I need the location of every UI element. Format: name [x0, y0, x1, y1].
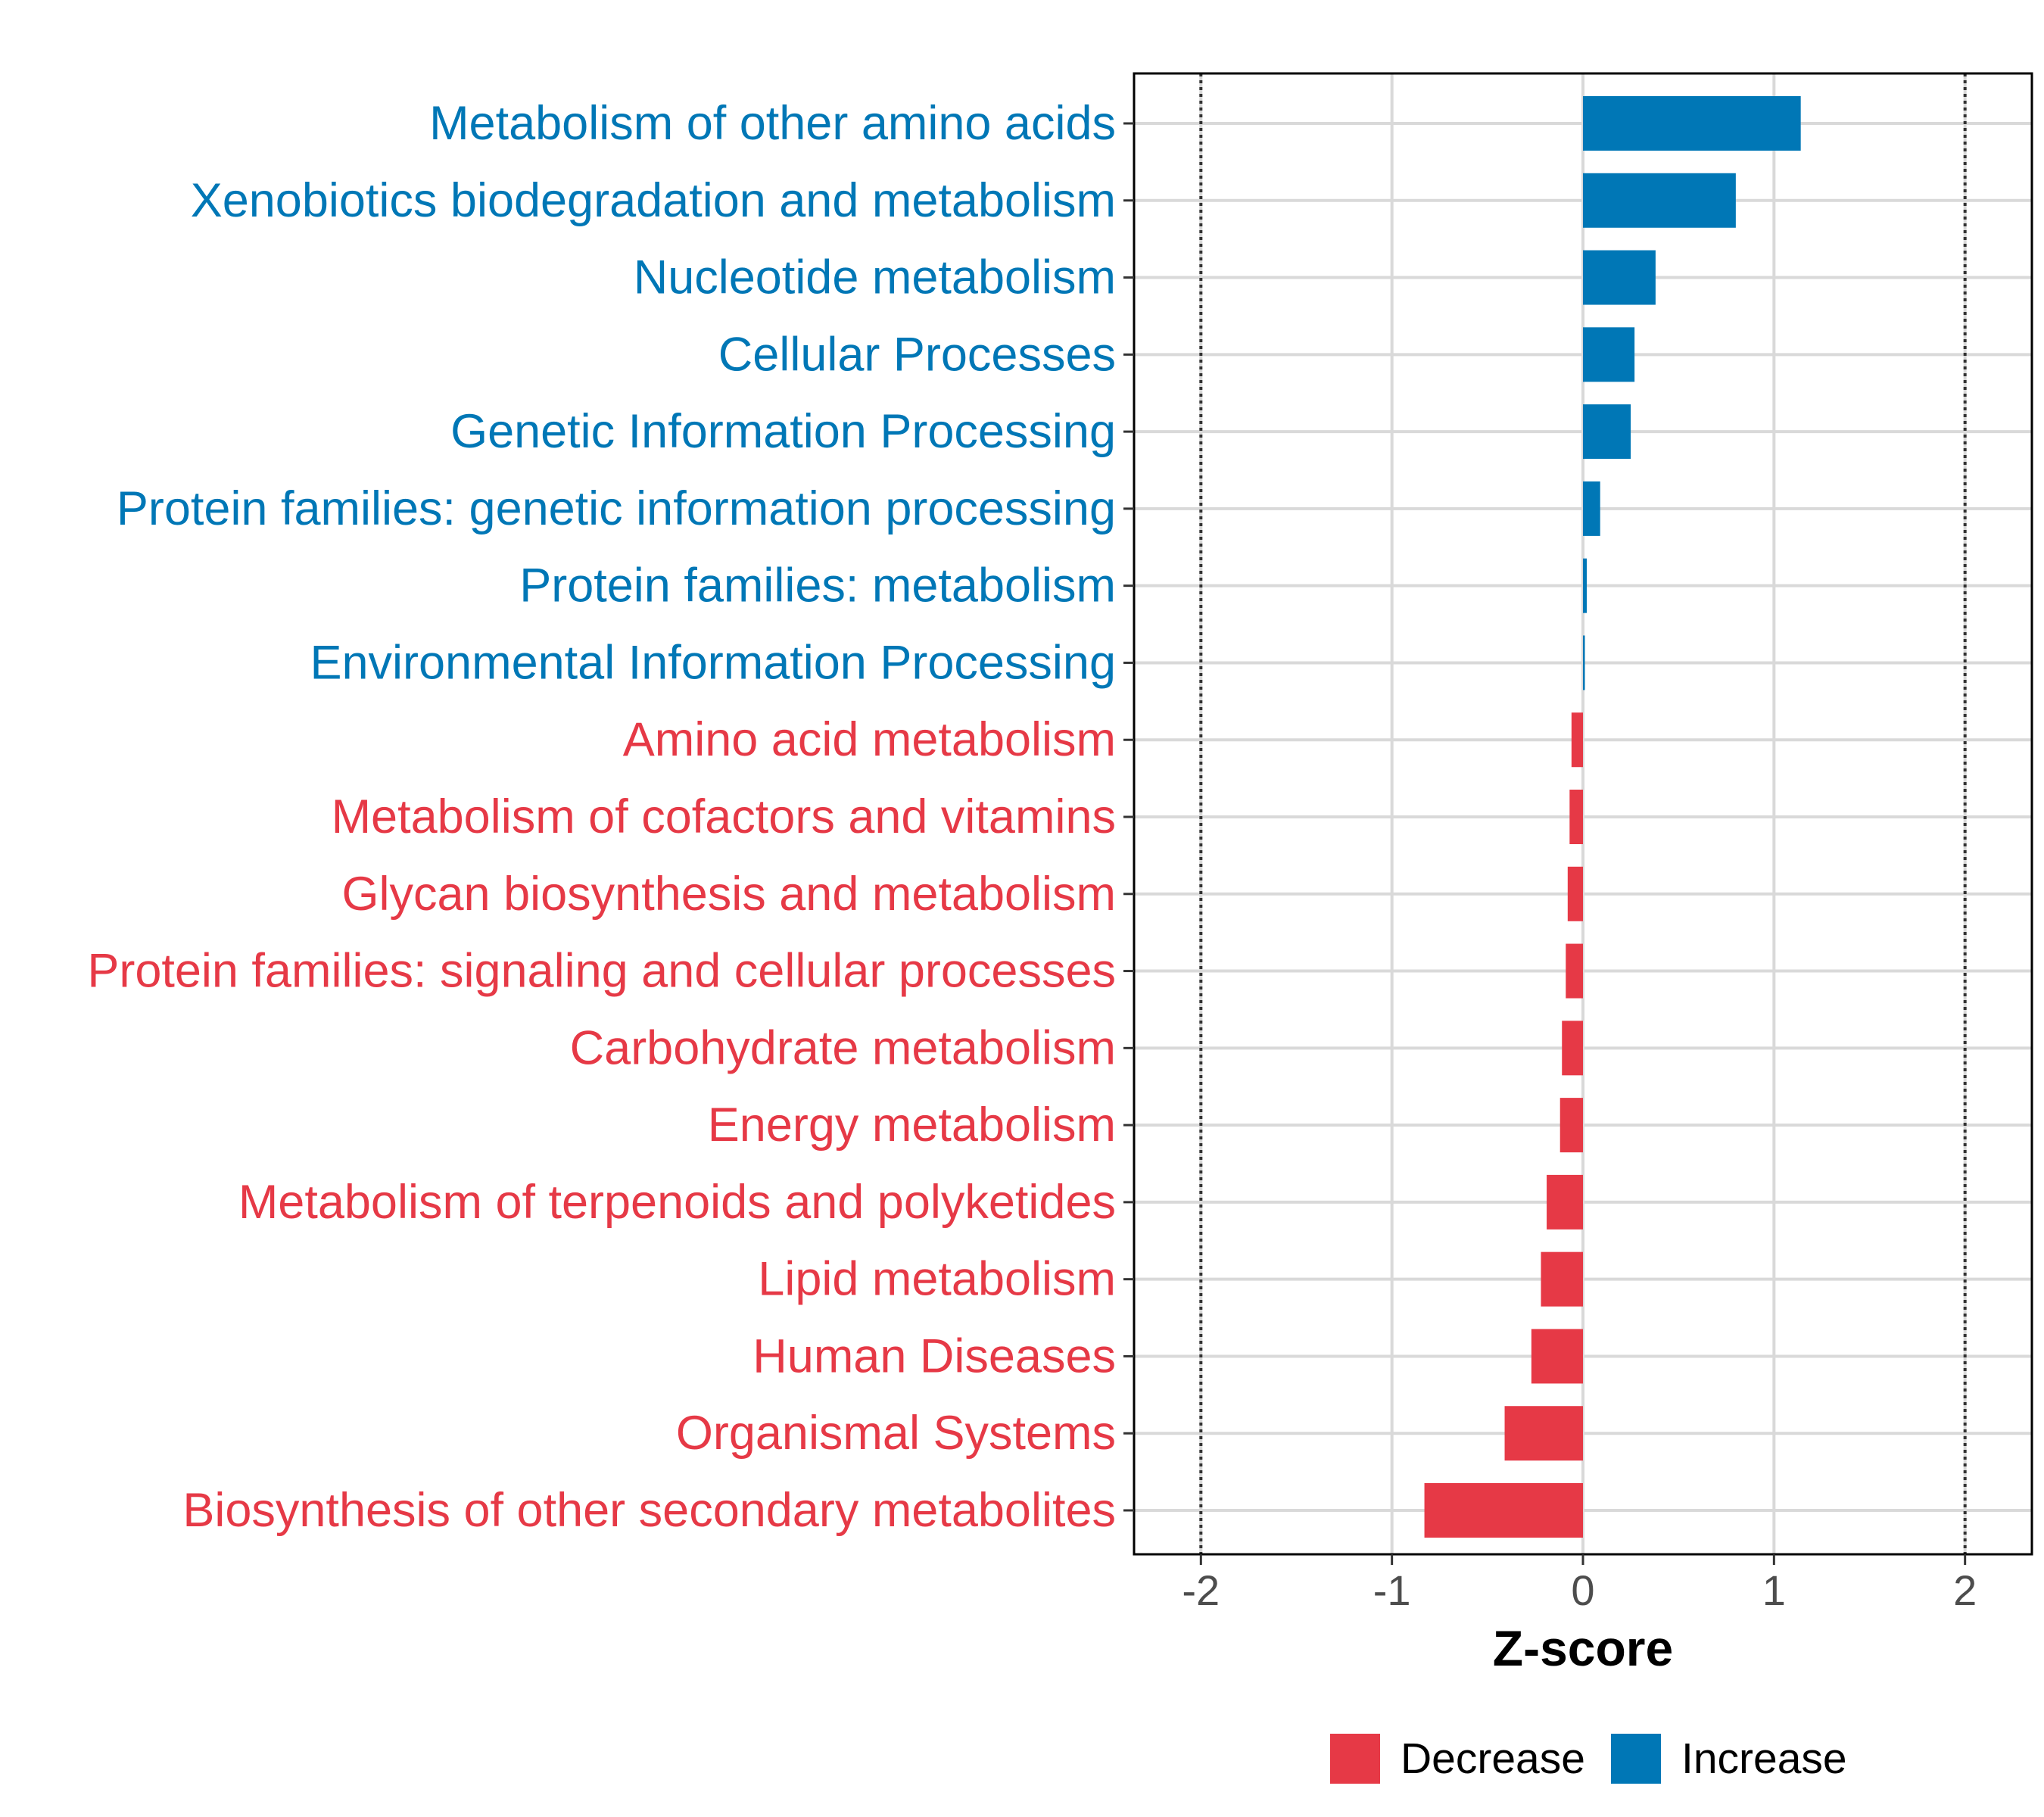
- legend: Decrease Increase: [1330, 1734, 1847, 1784]
- legend-key: [1330, 1734, 1380, 1784]
- category-label: Lipid metabolism: [758, 1253, 1116, 1306]
- category-label: Metabolism of terpenoids and polyketides: [238, 1176, 1116, 1229]
- bar: [1583, 404, 1631, 460]
- x-tick-label: 1: [1762, 1566, 1786, 1614]
- x-tick-label: 2: [1953, 1566, 1977, 1614]
- category-label: Nucleotide metabolism: [634, 251, 1116, 304]
- x-axis: -2 -1 0 1 2: [1182, 1554, 1977, 1614]
- x-axis-title: Z-score: [1493, 1620, 1673, 1676]
- bar: [1424, 1483, 1583, 1538]
- legend-label: Decrease: [1401, 1734, 1585, 1783]
- bar: [1504, 1406, 1583, 1461]
- bar: [1583, 173, 1736, 228]
- bar: [1583, 96, 1801, 151]
- category-label: Biosynthesis of other secondary metaboli…: [182, 1484, 1116, 1537]
- category-label: Cellular Processes: [718, 328, 1116, 381]
- legend-key: [1611, 1734, 1661, 1784]
- category-label: Carbohydrate metabolism: [570, 1021, 1116, 1074]
- x-tick-label: -1: [1373, 1566, 1411, 1614]
- category-label: Protein families: metabolism: [519, 559, 1116, 612]
- x-tick-label: -2: [1182, 1566, 1220, 1614]
- category-label: Protein families: genetic information pr…: [117, 482, 1116, 535]
- bar: [1571, 712, 1583, 768]
- bar: [1583, 250, 1656, 305]
- x-tick-label: 0: [1571, 1566, 1594, 1614]
- category-label: Organismal Systems: [676, 1407, 1116, 1460]
- bars: [1424, 96, 1801, 1538]
- bar: [1559, 1098, 1583, 1153]
- bar: [1547, 1174, 1583, 1230]
- category-label: Genetic Information Processing: [450, 405, 1116, 458]
- category-label: Metabolism of other amino acids: [429, 97, 1116, 150]
- bar: [1567, 866, 1583, 921]
- bar: [1583, 635, 1585, 690]
- bar: [1583, 558, 1588, 613]
- category-label: Amino acid metabolism: [623, 713, 1116, 766]
- category-label: Glycan biosynthesis and metabolism: [342, 868, 1117, 921]
- category-label: Protein families: signaling and cellular…: [87, 945, 1116, 998]
- bar: [1569, 790, 1583, 844]
- reference-lines: [1199, 73, 1967, 1554]
- category-label: Environmental Information Processing: [310, 636, 1116, 689]
- bar: [1583, 481, 1600, 536]
- category-label: Metabolism of cofactors and vitamins: [332, 790, 1116, 843]
- y-axis: Metabolism of other amino acids Xenobioti…: [87, 97, 1134, 1537]
- category-label: Xenobiotics biodegradation and metabolis…: [191, 174, 1116, 227]
- category-label: Energy metabolism: [708, 1099, 1116, 1152]
- bar: [1562, 1021, 1583, 1076]
- bar: [1566, 943, 1583, 999]
- bar: [1531, 1329, 1583, 1384]
- legend-label: Increase: [1681, 1734, 1847, 1783]
- bar: [1583, 327, 1635, 382]
- bar: [1541, 1251, 1583, 1307]
- category-label: Human Diseases: [752, 1329, 1116, 1382]
